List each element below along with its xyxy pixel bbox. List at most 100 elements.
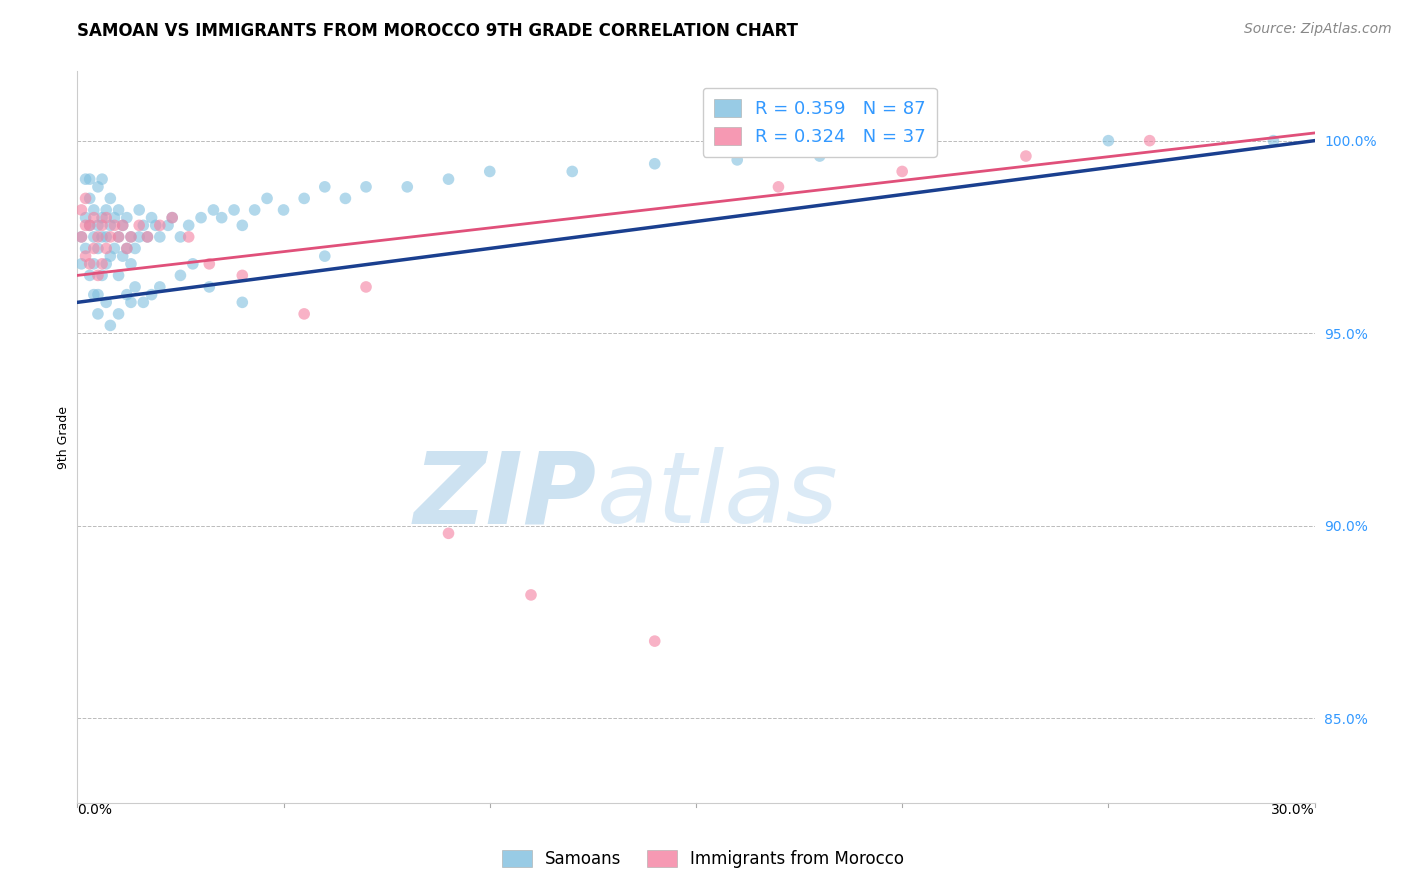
- Point: [725, 153, 748, 167]
- Point: [115, 242, 138, 256]
- Point: [437, 172, 460, 186]
- Point: [87, 230, 110, 244]
- Point: [91, 268, 114, 283]
- Point: [128, 202, 150, 217]
- Point: [141, 287, 163, 301]
- Text: SAMOAN VS IMMIGRANTS FROM MOROCCO 9TH GRADE CORRELATION CHART: SAMOAN VS IMMIGRANTS FROM MOROCCO 9TH GR…: [77, 22, 799, 40]
- Point: [87, 287, 110, 301]
- Point: [111, 219, 134, 233]
- Point: [768, 179, 790, 194]
- Point: [222, 202, 245, 217]
- Point: [87, 219, 110, 233]
- Point: [644, 634, 666, 648]
- Point: [198, 257, 221, 271]
- Point: [891, 164, 914, 178]
- Point: [75, 211, 97, 225]
- Point: [98, 230, 121, 244]
- Legend: R = 0.359   N = 87, R = 0.324   N = 37: R = 0.359 N = 87, R = 0.324 N = 37: [703, 87, 936, 157]
- Text: Source: ZipAtlas.com: Source: ZipAtlas.com: [1244, 22, 1392, 37]
- Point: [83, 287, 105, 301]
- Point: [136, 230, 159, 244]
- Point: [96, 295, 118, 310]
- Point: [107, 202, 129, 217]
- Point: [177, 219, 200, 233]
- Point: [354, 179, 377, 194]
- Point: [79, 191, 101, 205]
- Point: [160, 211, 183, 225]
- Point: [202, 202, 225, 217]
- Point: [1263, 134, 1285, 148]
- Point: [1097, 134, 1119, 148]
- Y-axis label: 9th Grade: 9th Grade: [58, 406, 70, 468]
- Point: [98, 249, 121, 263]
- Point: [190, 211, 212, 225]
- Point: [149, 219, 172, 233]
- Point: [83, 230, 105, 244]
- Point: [292, 191, 315, 205]
- Point: [107, 230, 129, 244]
- Point: [91, 172, 114, 186]
- Point: [83, 242, 105, 256]
- Point: [83, 202, 105, 217]
- Point: [96, 230, 118, 244]
- Text: atlas: atlas: [598, 447, 838, 544]
- Point: [96, 242, 118, 256]
- Point: [96, 202, 118, 217]
- Point: [169, 230, 191, 244]
- Legend: Samoans, Immigrants from Morocco: Samoans, Immigrants from Morocco: [495, 843, 911, 875]
- Point: [79, 268, 101, 283]
- Point: [83, 257, 105, 271]
- Point: [124, 280, 146, 294]
- Point: [103, 219, 125, 233]
- Point: [91, 211, 114, 225]
- Point: [292, 307, 315, 321]
- Point: [70, 202, 93, 217]
- Point: [231, 219, 253, 233]
- Point: [75, 242, 97, 256]
- Point: [70, 257, 93, 271]
- Point: [98, 191, 121, 205]
- Point: [96, 257, 118, 271]
- Point: [91, 219, 114, 233]
- Point: [1015, 149, 1038, 163]
- Point: [891, 141, 914, 155]
- Point: [211, 211, 233, 225]
- Point: [120, 295, 142, 310]
- Point: [136, 230, 159, 244]
- Point: [160, 211, 183, 225]
- Point: [107, 230, 129, 244]
- Point: [128, 219, 150, 233]
- Point: [145, 219, 167, 233]
- Point: [115, 211, 138, 225]
- Point: [79, 257, 101, 271]
- Point: [120, 230, 142, 244]
- Point: [132, 219, 155, 233]
- Point: [128, 230, 150, 244]
- Point: [83, 211, 105, 225]
- Text: ZIP: ZIP: [413, 447, 598, 544]
- Point: [91, 230, 114, 244]
- Point: [335, 191, 357, 205]
- Point: [111, 249, 134, 263]
- Point: [644, 157, 666, 171]
- Point: [96, 211, 118, 225]
- Point: [808, 149, 831, 163]
- Point: [314, 179, 336, 194]
- Point: [75, 191, 97, 205]
- Point: [79, 219, 101, 233]
- Point: [256, 191, 278, 205]
- Point: [111, 219, 134, 233]
- Point: [75, 219, 97, 233]
- Point: [149, 280, 172, 294]
- Point: [124, 242, 146, 256]
- Point: [314, 249, 336, 263]
- Point: [231, 295, 253, 310]
- Point: [1139, 134, 1161, 148]
- Point: [141, 211, 163, 225]
- Point: [70, 230, 93, 244]
- Point: [273, 202, 295, 217]
- Point: [75, 172, 97, 186]
- Point: [91, 257, 114, 271]
- Point: [437, 526, 460, 541]
- Point: [561, 164, 583, 178]
